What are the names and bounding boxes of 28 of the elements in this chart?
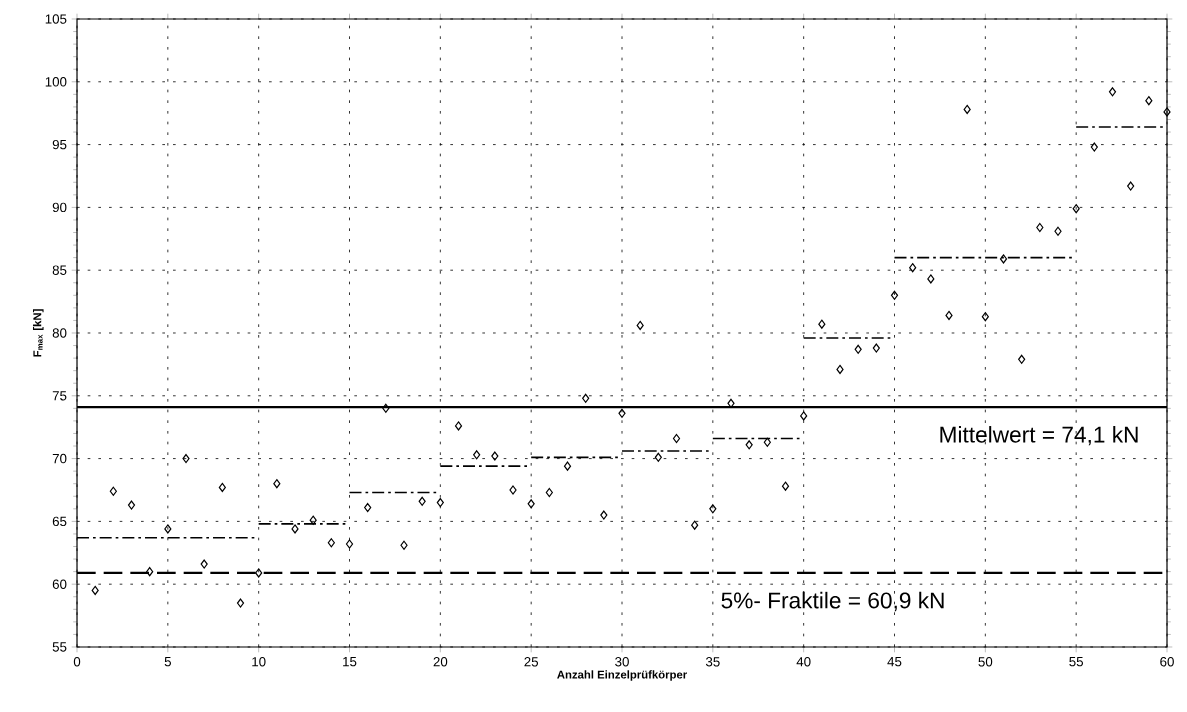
x-tick-label: 35: [705, 657, 720, 667]
ref-line-label: 5%- Fraktile = 60,9 kN: [721, 591, 944, 612]
x-tick-label: 15: [343, 657, 357, 667]
y-tick-label: 65: [52, 516, 67, 527]
y-tick-label: 55: [52, 642, 67, 652]
x-tick-label: 10: [252, 657, 266, 667]
y-tick-label: 95: [52, 139, 67, 150]
x-tick-label: 40: [796, 657, 811, 667]
y-tick-label: 105: [45, 14, 67, 24]
x-tick-label: 60: [1160, 657, 1174, 667]
x-tick-label: 5: [164, 657, 171, 667]
x-tick-label: 20: [433, 657, 448, 667]
y-axis-title: F$_{max}$ [kN]: [32, 309, 44, 357]
x-tick-label: 45: [887, 657, 902, 667]
x-tick-label: 30: [615, 657, 629, 667]
y-tick-label: 85: [52, 265, 67, 275]
y-tick-label: 80: [52, 328, 67, 338]
y-tick-label: 75: [52, 391, 67, 401]
y-tick-label: 60: [52, 579, 67, 589]
x-axis-title: Anzahl Einzelprüfkörper: [557, 670, 688, 681]
legend-label: Mittelwert = 74,1 kN: [940, 426, 1138, 446]
y-tick-label: 100: [45, 77, 67, 87]
y-tick-label: 70: [52, 453, 67, 464]
x-tick-label: 0: [73, 657, 81, 667]
y-tick-label: 90: [52, 202, 67, 213]
x-tick-label: 25: [524, 657, 539, 667]
x-tick-label: 55: [1069, 657, 1084, 667]
x-tick-label: 50: [978, 657, 993, 667]
